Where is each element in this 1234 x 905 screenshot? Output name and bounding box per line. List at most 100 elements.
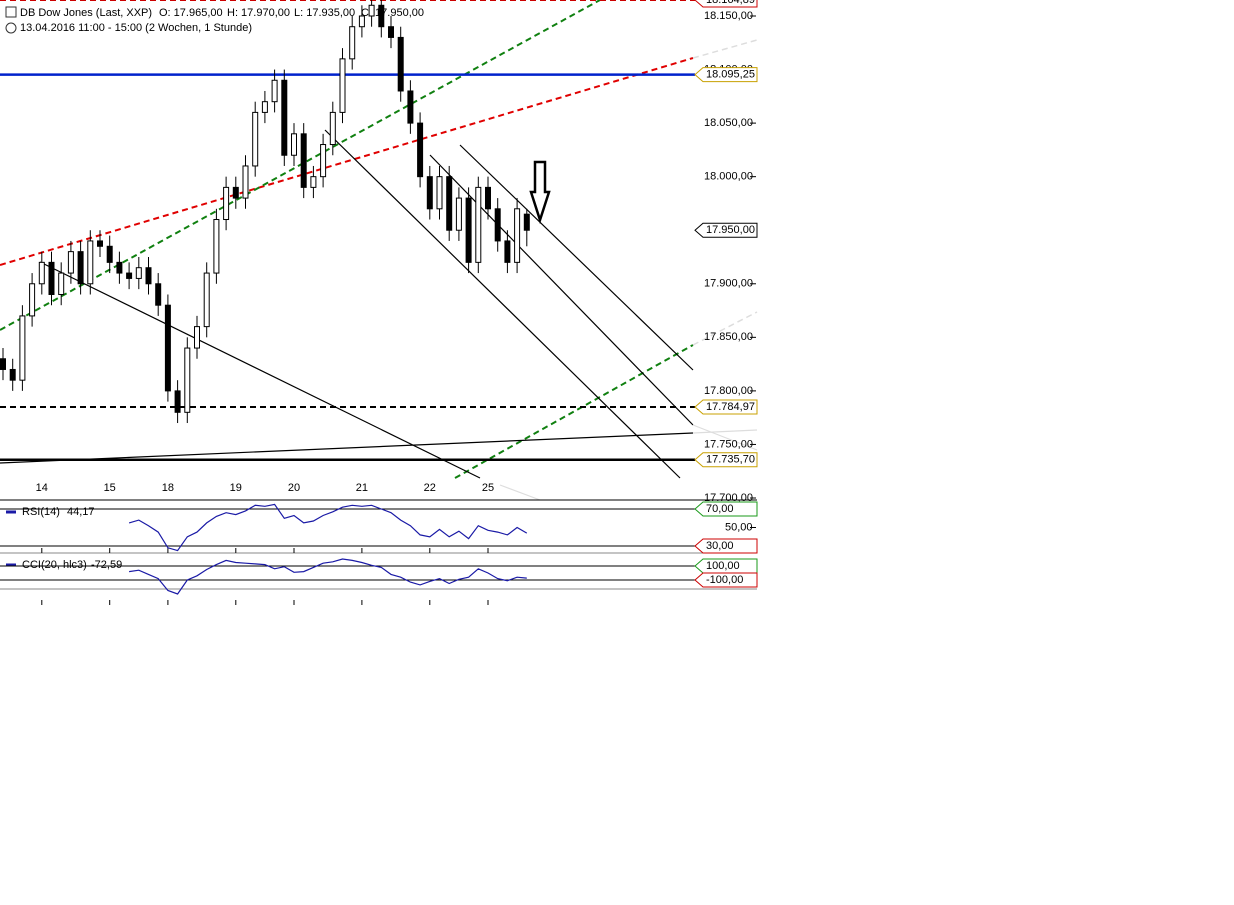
- candle-body: [485, 186, 491, 210]
- candle-body: [310, 176, 317, 188]
- candle-body: [475, 186, 482, 263]
- cci-tick-label: 100,00: [706, 560, 740, 572]
- candle-body: [329, 111, 336, 146]
- level-tag: [694, 452, 758, 468]
- level-tag: [694, 0, 758, 8]
- candle-body: [358, 15, 365, 28]
- level-tag: [694, 222, 758, 238]
- candle-body: [300, 133, 307, 188]
- candle-body: [9, 368, 16, 381]
- level-label: 18.164,89: [706, 0, 755, 6]
- candle-body: [339, 58, 346, 113]
- candle-body: [87, 240, 94, 285]
- candle-body: [58, 272, 65, 295]
- candle-body: [232, 186, 239, 199]
- rsi-line: [128, 503, 528, 552]
- level-label: 17.735,70: [706, 454, 755, 466]
- candle-body: [67, 251, 74, 274]
- level-tag: [694, 399, 758, 415]
- rsi-tick-label: 70,00: [706, 503, 734, 515]
- ohlc-open: O: 17.965,00: [159, 7, 223, 19]
- candle-body: [97, 240, 103, 247]
- rsi-tick-label: 50,00: [725, 521, 753, 533]
- candle-body: [349, 26, 356, 60]
- rsi-tick-tag: [694, 538, 758, 554]
- chart-title: DB Dow Jones (Last, XXP): [20, 7, 152, 19]
- chart-icon: [5, 6, 17, 18]
- candle-body: [48, 261, 55, 295]
- candle-body: [504, 240, 511, 263]
- candle-body: [417, 122, 424, 178]
- x-tick-label: 15: [104, 482, 116, 494]
- candle-body: [261, 101, 268, 113]
- rsi-name: RSI(14): [22, 506, 60, 518]
- candle-body: [155, 283, 162, 306]
- x-tick-label: 20: [288, 482, 300, 494]
- candle-body: [523, 213, 530, 231]
- cci-tick-tag: [694, 572, 758, 588]
- trend-lines: [0, 0, 758, 501]
- candle-body: [223, 186, 230, 221]
- cci-last: -72,59: [91, 559, 122, 571]
- candle-body: [271, 79, 278, 103]
- rsi-tick-label: 30,00: [706, 540, 734, 552]
- candle-body: [465, 197, 472, 263]
- candle-body: [164, 304, 171, 392]
- y-tick-label: 17.800,00: [704, 385, 753, 397]
- candle-body: [184, 347, 191, 413]
- candle-body: [29, 283, 36, 317]
- candle-body: [436, 176, 443, 210]
- candle-body: [407, 90, 414, 124]
- candle-body: [514, 208, 521, 263]
- candle-body: [281, 79, 288, 156]
- y-tick-label: 17.750,00: [704, 438, 753, 450]
- header: DB Dow Jones (Last, XXP) O: 17.965,00 H:…: [5, 6, 424, 34]
- candle-body: [19, 315, 26, 381]
- candle-body: [116, 261, 123, 274]
- rsi-last: 44,17: [67, 506, 95, 518]
- candle-body: [0, 358, 6, 370]
- ohlc-high: H: 17.970,00: [227, 7, 290, 19]
- x-tick-label: 25: [482, 482, 494, 494]
- candle-body: [426, 176, 433, 210]
- level-label: 17.784,97: [706, 401, 755, 413]
- candle-body: [106, 245, 113, 263]
- cci-line: [129, 558, 527, 595]
- y-tick-label: 17.700,00: [704, 492, 753, 504]
- candle-body: [242, 165, 249, 199]
- candle-body: [38, 261, 45, 285]
- y-tick-label: 18.150,00: [704, 10, 753, 22]
- x-tick-label: 22: [424, 482, 436, 494]
- level-tag: [694, 67, 758, 83]
- candle-body: [252, 111, 259, 167]
- candle-body: [291, 133, 297, 156]
- subtitle: 13.04.2016 11:00 - 15:00 (2 Wochen, 1 St…: [20, 22, 252, 34]
- y-tick-label: 18.050,00: [704, 117, 753, 129]
- ohlc-low: L: 17.935,00: [294, 7, 355, 19]
- candle-body: [455, 197, 462, 231]
- candle-body: [397, 36, 404, 92]
- candle-body: [145, 267, 152, 285]
- rsi-tick-tag: [694, 501, 758, 517]
- x-tick-label: 21: [356, 482, 368, 494]
- cci-name: CCI(20, hlc3): [22, 559, 87, 571]
- cci-tick-label: -100,00: [706, 574, 743, 586]
- cci-tick-tag: [694, 558, 758, 574]
- arrow: [529, 160, 551, 225]
- candle-body: [203, 272, 210, 328]
- level-label: 17.950,00: [706, 224, 755, 236]
- candle-body: [320, 144, 327, 178]
- candle-body: [126, 272, 133, 279]
- y-tick-label: 18.000,00: [704, 171, 753, 183]
- candle-body: [194, 326, 200, 349]
- candle-body: [388, 26, 394, 38]
- y-tick-label: 17.900,00: [704, 278, 753, 290]
- ohlc-close: C: 17.950,00: [361, 7, 424, 19]
- x-tick-label: 14: [36, 482, 48, 494]
- level-label: 18.095,25: [706, 69, 755, 81]
- candle-body: [494, 208, 501, 242]
- x-tick-label: 18: [162, 482, 174, 494]
- candle-body: [213, 219, 220, 274]
